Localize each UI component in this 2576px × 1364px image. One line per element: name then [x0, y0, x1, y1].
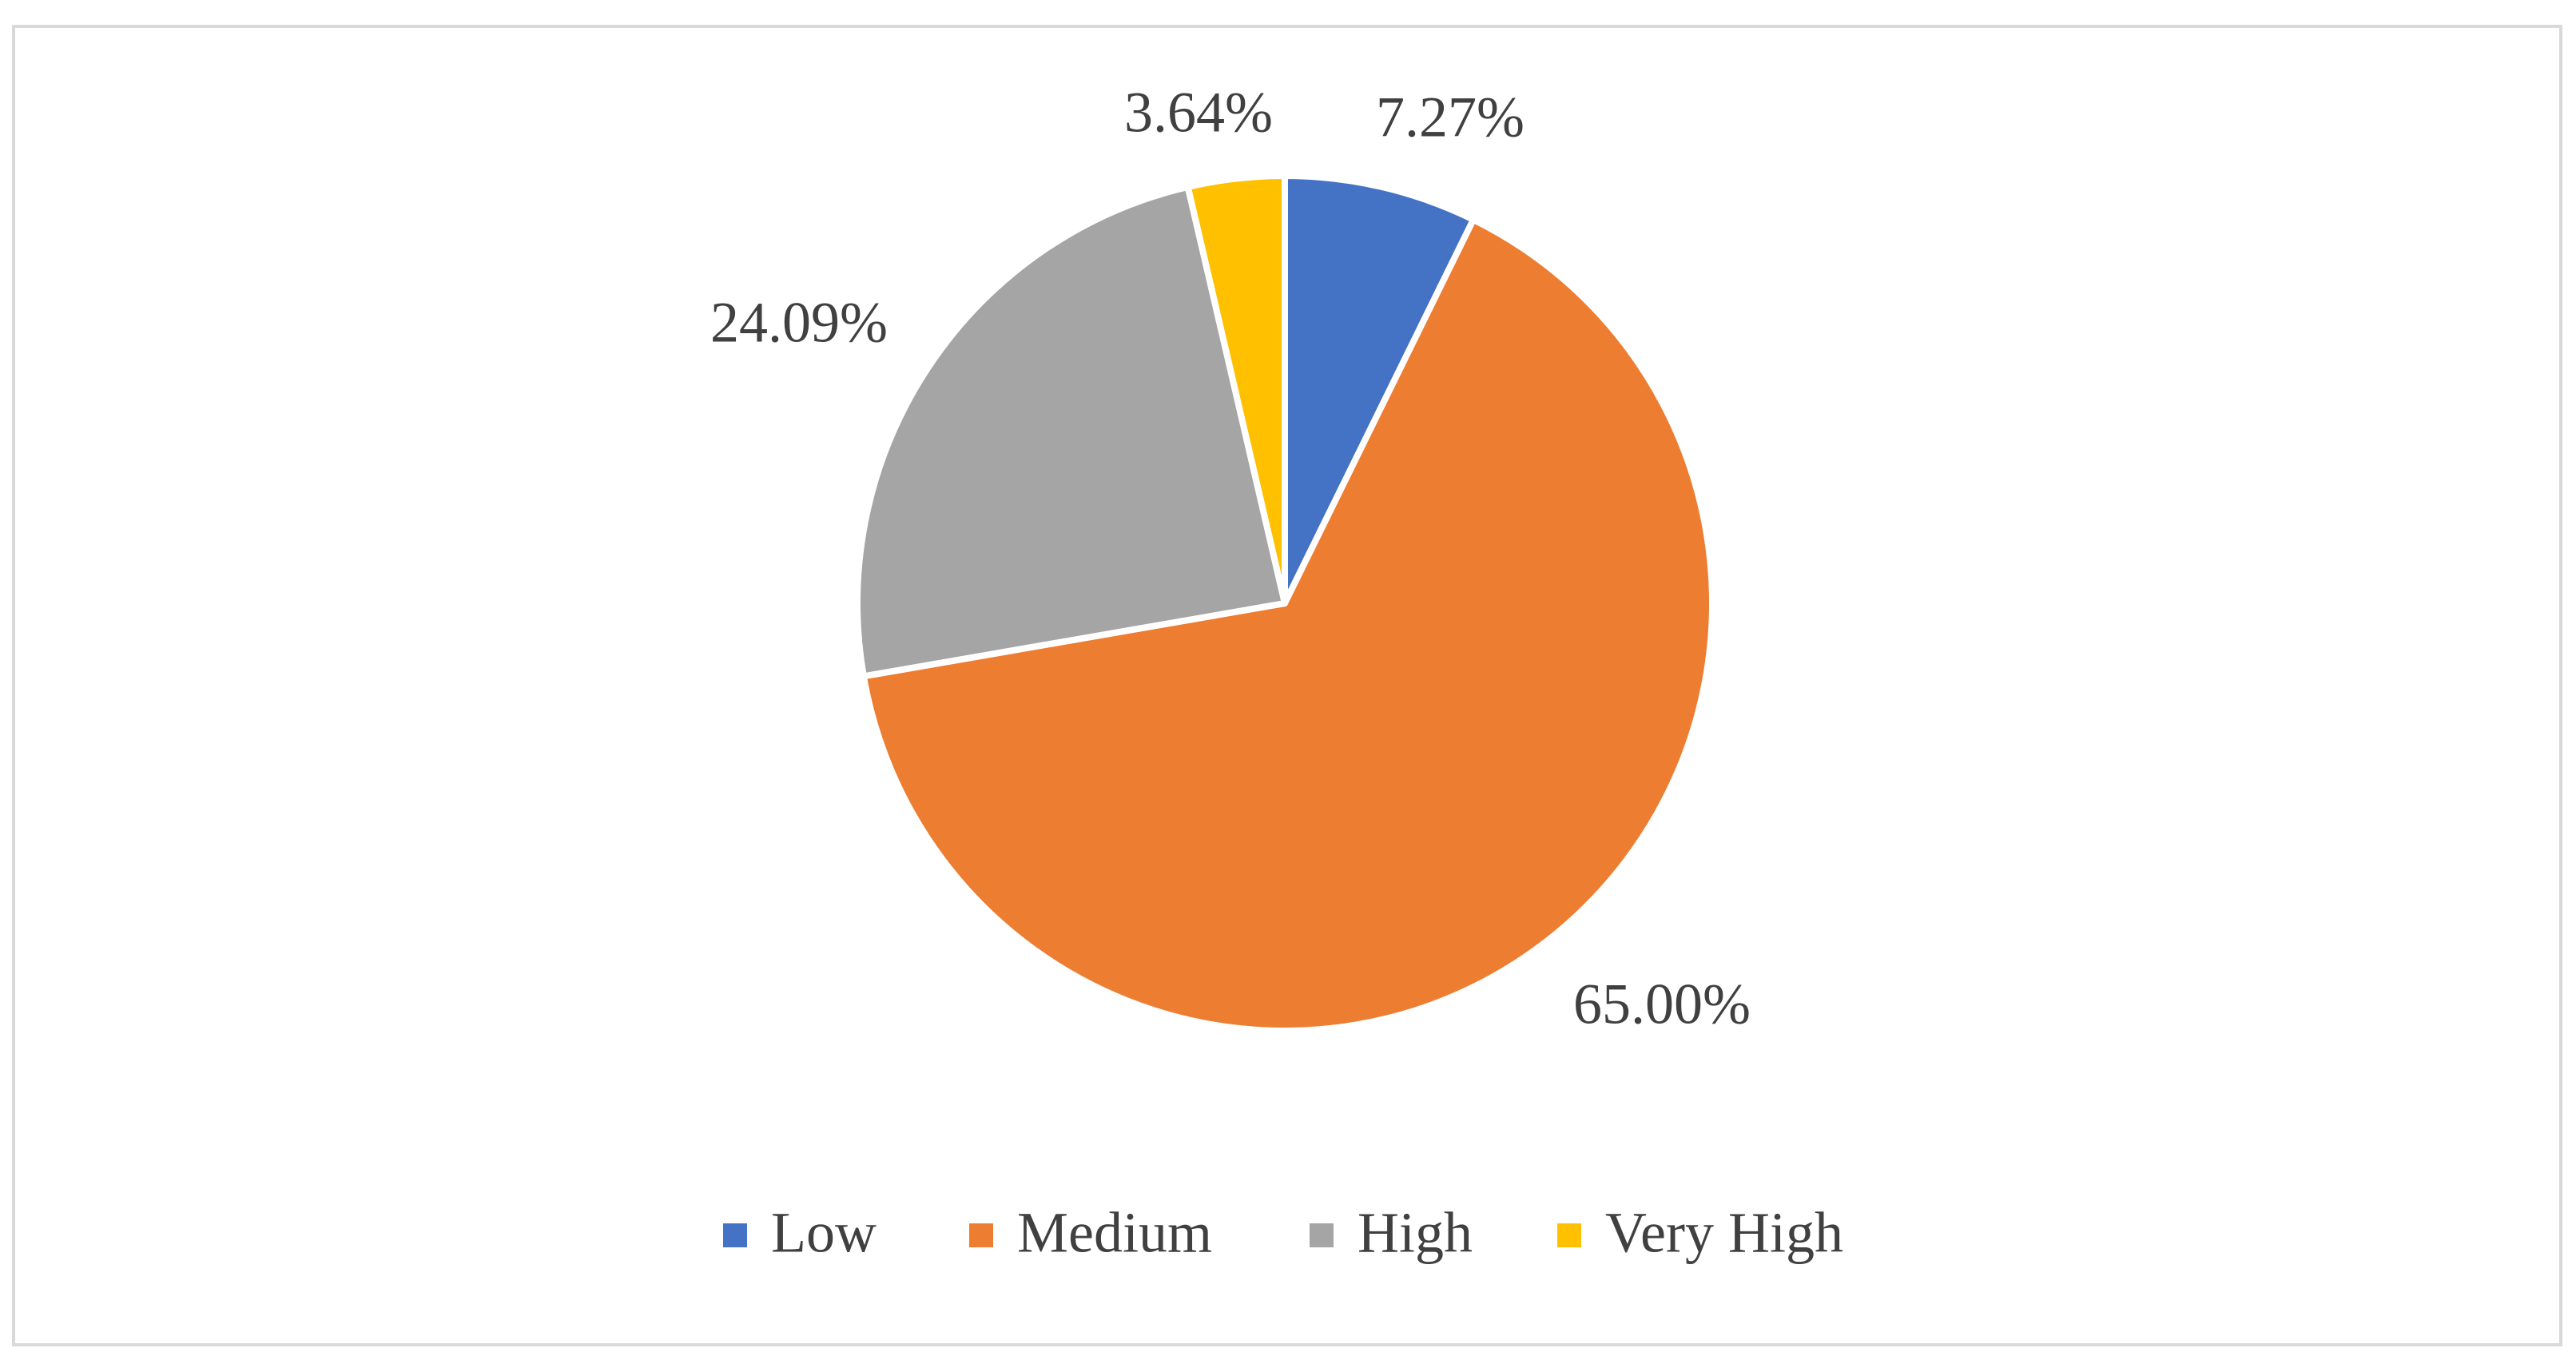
legend-label: Very High — [1605, 1201, 1843, 1265]
legend-swatch — [969, 1223, 993, 1247]
legend-label: High — [1358, 1201, 1473, 1265]
pie-slice — [1282, 173, 1477, 606]
data-label: 7.27% — [1376, 85, 1525, 149]
legend-label: Medium — [1017, 1201, 1212, 1265]
legend-label: Low — [771, 1201, 877, 1265]
pie-slice — [1184, 173, 1288, 606]
pie-slice — [860, 216, 1715, 1034]
data-label: 3.64% — [1124, 81, 1273, 145]
legend-swatch — [723, 1223, 747, 1247]
legend-swatch — [1557, 1223, 1581, 1247]
pie-slice — [854, 183, 1288, 680]
data-label: 24.09% — [710, 291, 888, 355]
legend-swatch — [1310, 1223, 1334, 1247]
data-label: 65.00% — [1573, 972, 1751, 1036]
